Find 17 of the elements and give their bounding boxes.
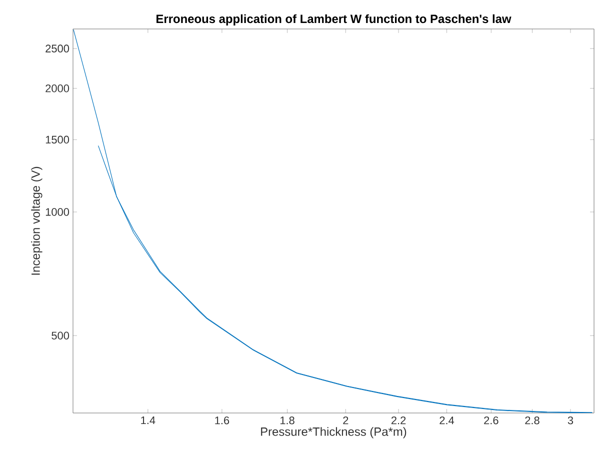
x-tick-label: 2 <box>343 416 348 424</box>
x-tick-label: 1.8 <box>280 416 294 424</box>
x-tick-label: 3 <box>568 416 574 424</box>
y-tick-label: 1500 <box>46 136 70 144</box>
y-tick-label: 2500 <box>46 44 70 52</box>
x-tick-label: 2.4 <box>440 416 454 424</box>
x-tick-label: 2.2 <box>391 416 406 424</box>
x-tick-label: 1.4 <box>141 416 156 424</box>
x-tick-label: 2.6 <box>484 416 498 424</box>
x-tick-label: 2.8 <box>525 416 540 424</box>
y-tick-label: 500 <box>52 332 70 340</box>
y-tick-label: 1000 <box>46 208 70 216</box>
x-axis-title: Pressure*Thickness (Pa*m) <box>261 427 406 438</box>
y-tick-label: 2000 <box>46 84 70 92</box>
chart-title: Erroneous application of Lambert W function to Paschen's law <box>156 14 512 26</box>
y-axis-title: Inception voltage (V) <box>31 166 42 275</box>
x-tick-label: 1.6 <box>215 416 230 424</box>
